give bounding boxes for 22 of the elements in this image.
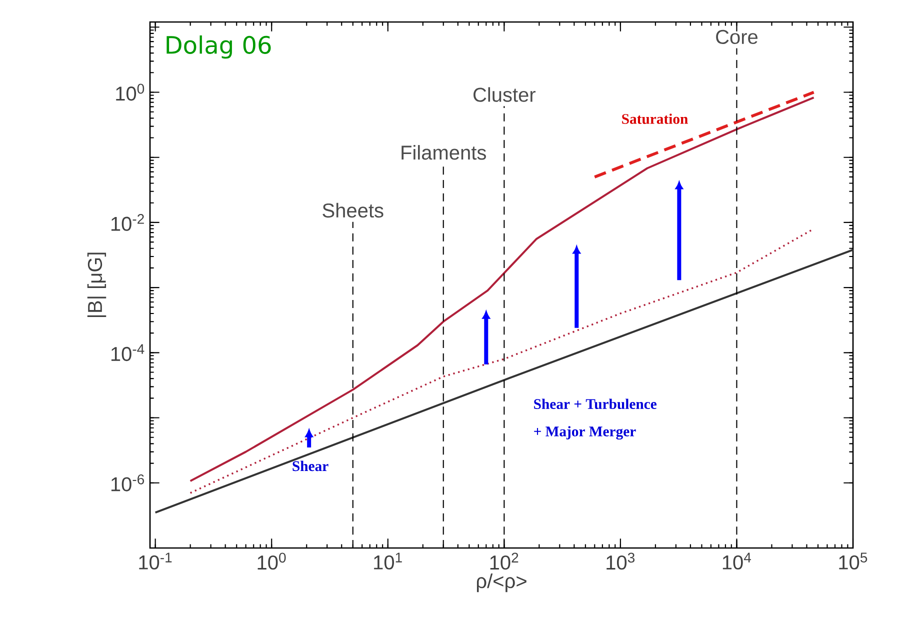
ref-line-label: Filaments (402, 145, 486, 160)
y-tick-label: 10$^{0}$ (116, 84, 144, 101)
ref-line-label: Cluster (474, 87, 536, 102)
x-tick-label: 10$^{4}$ (722, 552, 751, 570)
ref-line-label: Core (716, 30, 758, 44)
ref-line-label: Sheets (322, 202, 384, 218)
y-tick-label: 10$^{-6}$ (111, 474, 144, 492)
x-tick-label: 10$^{3}$ (606, 552, 635, 570)
x-tick-label: 10$^{5}$ (839, 552, 868, 570)
annotation: Shear (292, 460, 328, 472)
y-tick-label: 10$^{-2}$ (111, 214, 144, 231)
annotation: Shear + Turbulence (534, 398, 656, 410)
x-axis-title: ρ/<ρ> (476, 573, 526, 592)
y-axis-title: |B| [μG] (87, 252, 106, 317)
x-tick-label: 10$^{1}$ (374, 552, 402, 570)
x-tick-label: 10$^{2}$ (490, 552, 518, 570)
y-tick-label: 10$^{-4}$ (111, 344, 144, 362)
x-tick-label: 10$^{0}$ (258, 552, 286, 570)
x-tick-label: 10$^{-1}$ (139, 552, 172, 570)
annotation: Dolag 06 (166, 35, 271, 59)
annotation: Saturation (622, 114, 688, 124)
annotation: + Major Merger (534, 426, 636, 440)
